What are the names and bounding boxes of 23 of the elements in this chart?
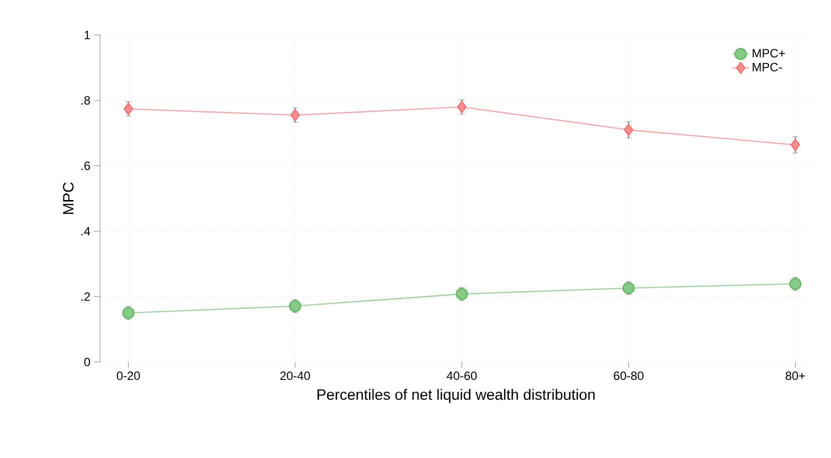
point xyxy=(624,124,634,136)
x-tick-label: 0-20 xyxy=(116,372,140,380)
y-tick-label: 0 xyxy=(84,358,90,366)
y-axis-title: MPC xyxy=(62,182,74,214)
x-tick-label: 80+ xyxy=(786,372,805,380)
y-tick-label: .4 xyxy=(82,227,90,236)
point xyxy=(622,282,635,294)
y-tick-label: .6 xyxy=(82,162,90,170)
point xyxy=(124,102,134,115)
legend-label: MPC- xyxy=(752,62,782,72)
y-tick-label: .8 xyxy=(82,96,90,105)
x-axis-title: Percentiles of net liquid wealth distribution xyxy=(318,388,595,403)
y-tick-label: .2 xyxy=(82,292,90,301)
x-tick-label: 40-60 xyxy=(446,372,477,380)
point xyxy=(288,300,302,312)
x-tick-label: 60-80 xyxy=(614,372,644,380)
point xyxy=(790,138,800,151)
legend-label: MPC+ xyxy=(752,49,785,58)
point xyxy=(122,306,134,320)
y-tick-label: 1 xyxy=(84,30,90,40)
point xyxy=(456,288,468,300)
x-tick-label: 20-40 xyxy=(280,372,310,380)
point xyxy=(789,278,802,290)
